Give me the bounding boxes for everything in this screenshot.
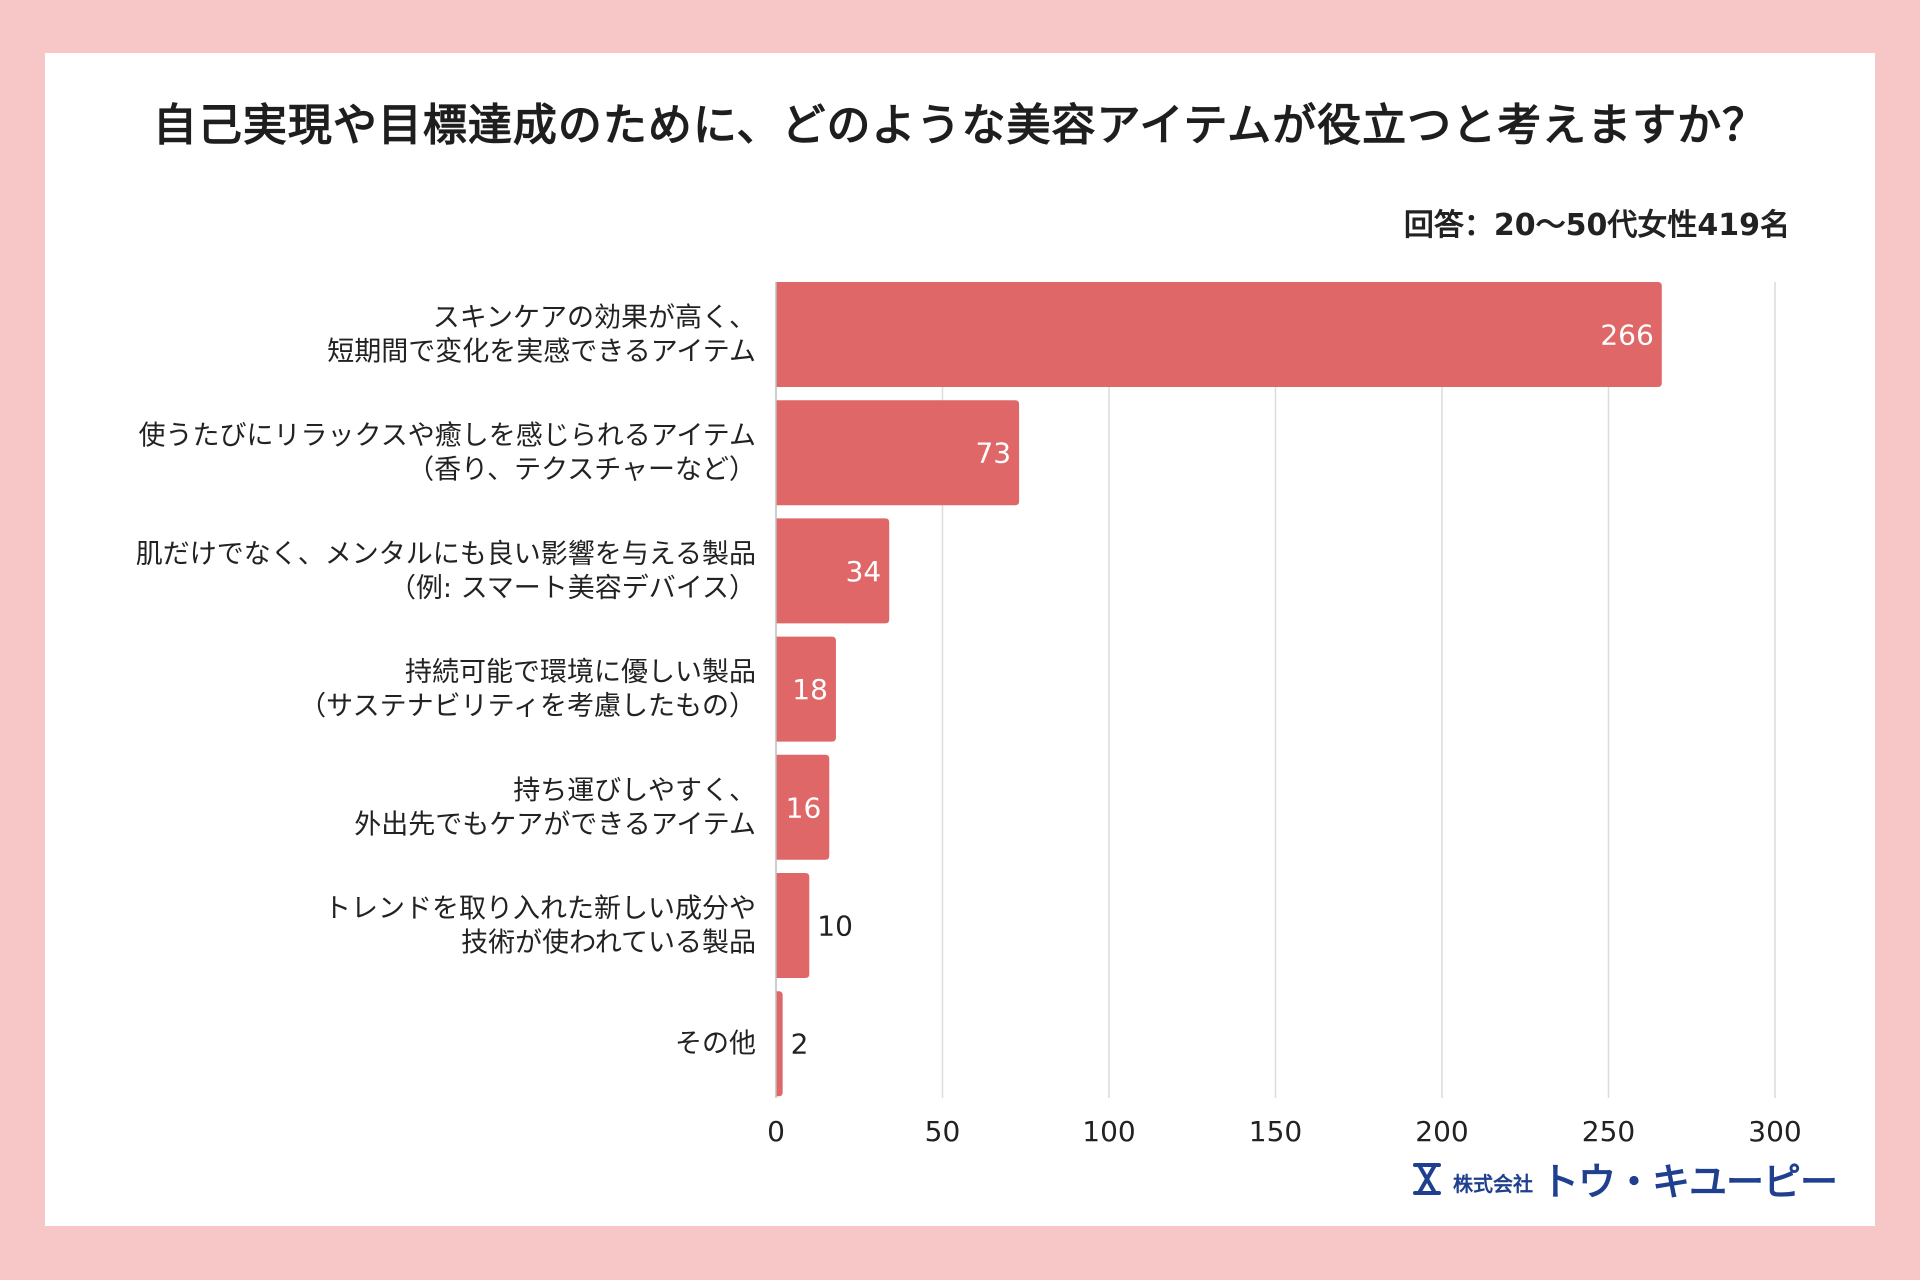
x-tick-label: 250 [1582, 1115, 1635, 1148]
bar [776, 636, 836, 742]
x-tick-label: 100 [1082, 1115, 1135, 1148]
category-label: トレンドを取り入れた新しい成分や [324, 894, 756, 925]
bar-value-label: 10 [817, 910, 853, 943]
category-label: 持続可能で環境に優しい製品 [405, 657, 756, 688]
category-label: 短期間で変化を実感できるアイテム [327, 337, 756, 368]
bar [776, 400, 1020, 506]
category-label: 技術が使われている製品 [461, 928, 756, 959]
bar-value-label: 16 [786, 791, 822, 824]
chart-title: 自己実現や目標達成のために、どのような美容アイテムが役立つと考えますか？ [152, 100, 1768, 151]
chart-card: 自己実現や目標達成のために、どのような美容アイテムが役立つと考えますか？ 回答：… [45, 53, 1875, 1226]
x-tick-label: 150 [1249, 1115, 1302, 1148]
company-logo: 株式会社 トウ・キユーピー [1409, 1151, 1838, 1206]
hourglass-logo-icon [1412, 1162, 1441, 1195]
bar [776, 282, 1662, 387]
category-label: スキンケアの効果が高く、 [433, 303, 756, 334]
chart-subtitle: 回答：20〜50代女性419名 [1403, 208, 1790, 243]
bar [776, 518, 890, 624]
category-label: （香り、テクスチャーなど） [407, 455, 756, 486]
x-tick-label: 0 [767, 1115, 785, 1148]
logo-big-text: トウ・キユーピー [1540, 1160, 1838, 1204]
x-tick-label: 300 [1748, 1115, 1801, 1148]
category-label: 持ち運びしやすく、 [513, 775, 756, 806]
bar [776, 754, 830, 860]
category-label: 外出先でもケアができるアイテム [354, 809, 756, 840]
category-label: 肌だけでなく、メンタルにも良い影響を与える製品 [136, 539, 756, 570]
bar-value-label: 18 [792, 673, 828, 706]
logo-small-text: 株式会社 [1452, 1172, 1533, 1196]
category-label: その他 [675, 1029, 756, 1060]
category-label: 使うたびにリラックスや癒しを感じられるアイテム [139, 421, 757, 452]
bar [776, 991, 783, 1097]
bar-value-label: 266 [1600, 319, 1653, 352]
category-label: （サステナビリティを考慮したもの） [299, 691, 756, 722]
bar-chart: 0 50 100 150 200 250 300 266 スキンケアの効果が高く、短期間で変化を… [136, 282, 1802, 1148]
bar [776, 873, 810, 978]
x-tick-label: 200 [1415, 1115, 1468, 1148]
bar-value-label: 73 [975, 437, 1011, 470]
bar-value-label: 34 [846, 555, 882, 588]
x-tick-label: 50 [925, 1115, 961, 1148]
category-label: （例: スマート美容デバイス） [389, 573, 756, 604]
bar-value-label: 2 [791, 1028, 809, 1061]
